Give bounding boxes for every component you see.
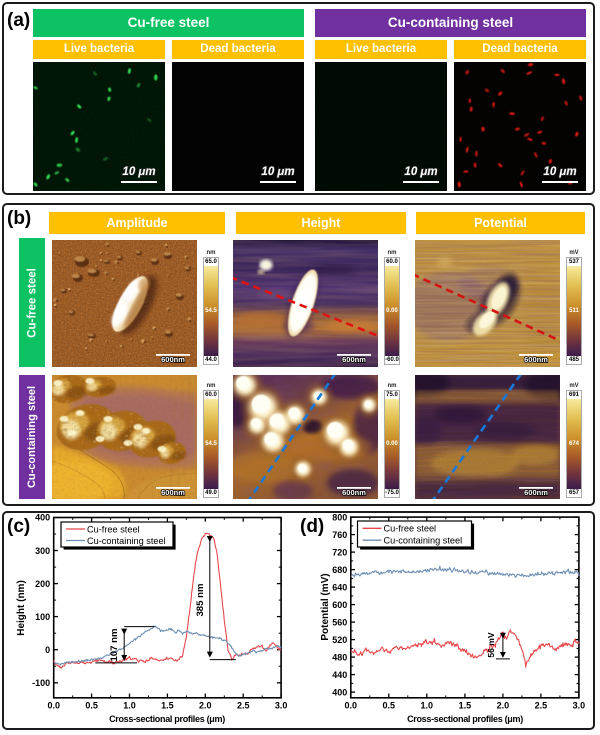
svg-text:10 μm: 10 μm bbox=[543, 166, 576, 178]
svg-text:600nm: 600nm bbox=[342, 355, 366, 364]
svg-text:440: 440 bbox=[332, 670, 347, 680]
svg-text:0.5: 0.5 bbox=[85, 700, 98, 710]
svg-text:200: 200 bbox=[35, 579, 50, 589]
svg-text:640: 640 bbox=[332, 582, 347, 592]
svg-text:3.0: 3.0 bbox=[275, 700, 288, 710]
svg-text:520: 520 bbox=[332, 635, 347, 645]
svg-text:680: 680 bbox=[332, 565, 347, 575]
svg-text:480: 480 bbox=[332, 652, 347, 662]
svg-text:0.0: 0.0 bbox=[345, 700, 358, 710]
svg-text:107 nm: 107 nm bbox=[109, 628, 120, 661]
svg-text:Height (nm): Height (nm) bbox=[16, 580, 27, 636]
svg-text:3.0: 3.0 bbox=[573, 700, 586, 710]
svg-text:600nm: 600nm bbox=[161, 355, 185, 364]
svg-text:Cu-free steel: Cu-free steel bbox=[384, 524, 437, 534]
svg-text:800: 800 bbox=[332, 512, 347, 522]
svg-text:600nm: 600nm bbox=[161, 488, 185, 497]
svg-text:2.0: 2.0 bbox=[199, 700, 212, 710]
svg-text:760: 760 bbox=[332, 530, 347, 540]
svg-text:400: 400 bbox=[332, 687, 347, 697]
svg-text:385 nm: 385 nm bbox=[195, 583, 206, 616]
svg-text:560: 560 bbox=[332, 617, 347, 627]
svg-text:2.0: 2.0 bbox=[497, 700, 510, 710]
svg-text:600nm: 600nm bbox=[342, 488, 366, 497]
svg-text:Cross-sectional profiles (μm): Cross-sectional profiles (μm) bbox=[109, 714, 225, 724]
svg-text:600nm: 600nm bbox=[524, 488, 548, 497]
svg-text:-100: -100 bbox=[32, 678, 50, 688]
svg-text:1.5: 1.5 bbox=[459, 700, 472, 710]
svg-text:56 mV: 56 mV bbox=[486, 632, 496, 658]
svg-text:10 μm: 10 μm bbox=[261, 166, 294, 178]
svg-text:100: 100 bbox=[35, 612, 50, 622]
svg-text:2.5: 2.5 bbox=[237, 700, 250, 710]
svg-text:Potential (mV): Potential (mV) bbox=[320, 573, 331, 640]
svg-text:720: 720 bbox=[332, 547, 347, 557]
svg-text:10 μm: 10 μm bbox=[122, 166, 155, 178]
svg-text:400: 400 bbox=[35, 513, 50, 523]
svg-text:1.5: 1.5 bbox=[161, 700, 174, 710]
svg-text:10 μm: 10 μm bbox=[404, 166, 437, 178]
svg-text:600nm: 600nm bbox=[524, 355, 548, 364]
svg-text:1.0: 1.0 bbox=[421, 700, 434, 710]
svg-text:300: 300 bbox=[35, 546, 50, 556]
svg-text:0: 0 bbox=[45, 645, 50, 655]
svg-text:1.0: 1.0 bbox=[123, 700, 136, 710]
svg-text:Cu-free steel: Cu-free steel bbox=[87, 524, 140, 534]
svg-text:Cu-containing steel: Cu-containing steel bbox=[384, 536, 463, 546]
svg-text:Cross-sectional profiles (μm): Cross-sectional profiles (μm) bbox=[407, 714, 523, 724]
svg-text:2.5: 2.5 bbox=[535, 700, 548, 710]
svg-text:0.0: 0.0 bbox=[47, 700, 60, 710]
svg-text:0.5: 0.5 bbox=[383, 700, 396, 710]
svg-text:600: 600 bbox=[332, 600, 347, 610]
svg-text:Cu-containing steel: Cu-containing steel bbox=[87, 536, 166, 546]
